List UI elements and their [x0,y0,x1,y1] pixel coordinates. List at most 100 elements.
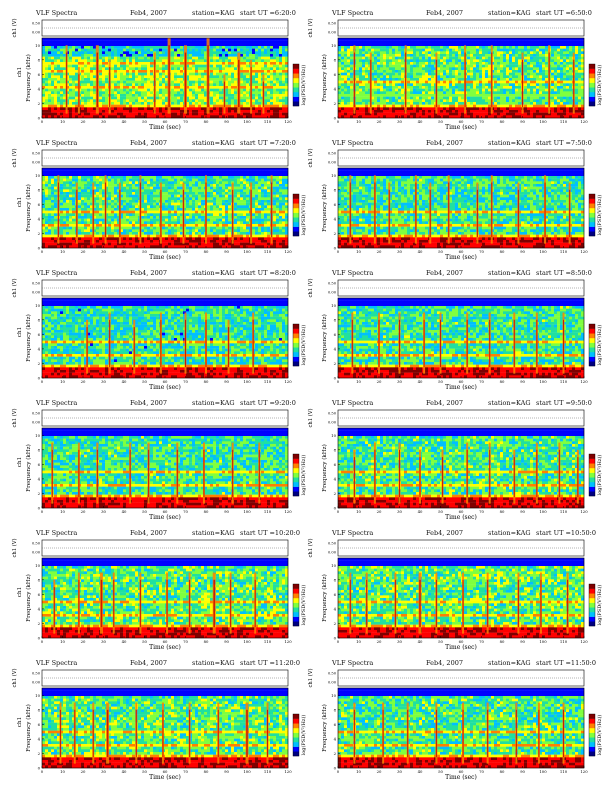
spectrogram-cell [542,112,546,116]
spectrogram-cell [485,51,489,55]
spectrogram-cell [195,110,199,113]
spectrogram-cell [51,62,55,65]
spectrogram-cell [204,112,208,116]
spectrogram-cell [60,80,64,84]
spectrogram-cell [365,86,369,89]
spectrogram-cell [428,67,432,71]
spectrogram-cell [341,70,345,73]
spectrogram-cell [557,54,561,57]
spectrogram-cell [57,107,61,111]
spectrogram-cell [159,96,163,100]
spectrogram-cell [192,94,196,97]
spectrogram-cell [578,46,582,49]
spectrogram-cell [446,62,450,65]
spectrogram-cell [539,62,543,65]
spectrogram-cell [108,38,112,41]
spectrogram-cell [264,112,268,116]
spectrogram-cell [234,102,238,105]
spectrogram-cell [189,64,193,68]
spectrogram-cell [165,70,169,73]
spectrogram-cell [422,48,426,52]
spectrogram-cell [63,70,67,73]
spectrogram-cell [575,72,579,76]
spectrogram-cell [398,75,402,79]
spectrogram-cell [476,110,480,113]
spectrogram-cell [150,62,154,65]
spectrogram-cell [63,62,67,65]
spectrogram-cell [476,94,480,97]
spectrogram-cell [210,62,214,65]
spectrogram-cell [63,40,67,44]
spectrogram-cell [389,54,393,57]
spectrogram-cell [518,70,522,73]
spectrogram-cell [479,64,483,68]
spectrogram-cell [255,38,259,41]
spectrogram-cell [114,104,118,108]
spectrogram-cell [237,43,241,47]
spectrogram-cell [246,67,250,71]
spectrogram-cell [45,110,49,113]
spectrogram-cell [177,75,181,79]
spectrogram-cell [213,88,217,92]
spectrogram-cell [407,51,411,55]
spectrogram-cell [195,80,199,84]
spectrogram-cell [560,75,564,79]
spectrogram-cell [485,83,489,87]
spectrogram-cell [90,46,94,49]
spectrogram [42,38,289,119]
spectrogram-cell [216,107,220,111]
spectrogram-cell [401,115,405,119]
spectrogram-cell [255,112,259,116]
spectrogram-cell [210,54,214,57]
spectrogram-cell [57,67,61,71]
spectrogram-cell [380,40,384,44]
spectrogram-cell [551,112,555,116]
spectrogram-cell [533,67,537,71]
spectrogram-cell [458,91,462,95]
spectrogram-cell [536,72,540,76]
spectrogram-cell [545,48,549,52]
spectrogram-cell [45,54,49,57]
spectrogram-cell [443,96,447,100]
spectrogram-cell [386,107,390,111]
spectrogram-cell [129,112,133,116]
spectrogram-cell [419,91,423,95]
spectrogram-cell [551,51,555,55]
spectrogram-cell [578,48,582,52]
spectrogram-cell [386,104,390,108]
spectrogram-cell [201,102,205,105]
voltage-strip-frame [337,19,585,37]
spectrogram-cell [234,80,238,84]
spectrogram-cell [575,40,579,44]
spectrogram-cell [419,112,423,116]
spectrogram-cell [488,46,492,49]
spectrogram-cell [198,80,202,84]
spectrogram-cell [126,40,130,44]
spectrogram-cell [111,72,115,76]
spectrogram-cell [338,43,342,47]
spectrogram-cell [359,115,363,119]
spectrogram-cell [147,88,151,92]
spectrogram-cell [87,104,91,108]
spectrogram-cell [407,94,411,97]
spectrogram-cell [246,83,250,87]
spectrogram-cell [512,40,516,44]
spectrogram-cell [371,38,375,41]
spectrogram-cell [141,83,145,87]
spectrogram-cell [497,115,501,119]
spectrogram-cell [371,112,375,116]
spectrogram-cell [380,48,384,52]
spectrogram-cell [57,102,61,105]
spectrogram-cell [443,86,447,89]
spectrogram-cell [153,43,157,47]
spectrogram-cell [575,56,579,60]
spectrogram-cell [413,70,417,73]
spectrogram-cell [518,94,522,97]
spectrogram-cell [123,40,127,44]
spectrogram-cell [69,38,73,41]
spectrogram-cell [147,115,151,119]
spectrogram-cell [476,104,480,108]
spectrogram-cell [198,78,202,81]
spectrogram-cell [117,102,121,105]
spectrogram-cell [270,51,274,55]
